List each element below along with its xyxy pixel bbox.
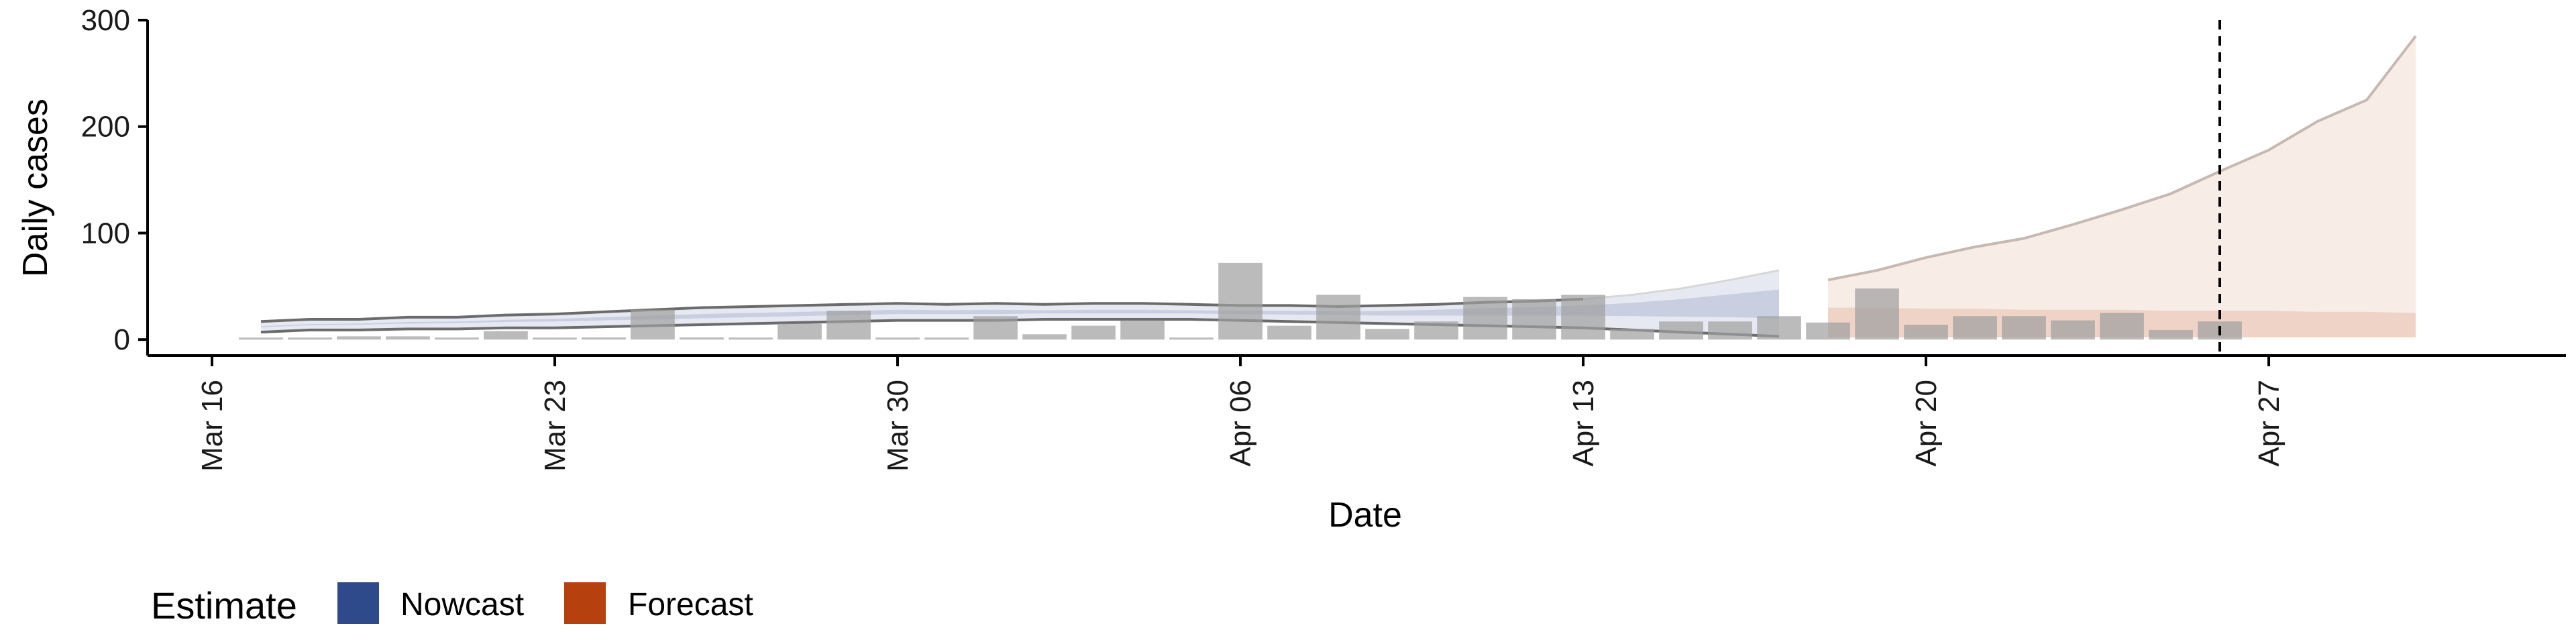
bar-2020-03-19: [337, 336, 381, 340]
bar-2020-04-03: [1071, 325, 1116, 340]
legend-label-nowcast: Nowcast: [400, 587, 524, 623]
y-tick-label-0: 0: [114, 323, 130, 356]
bar-2020-04-06: [1218, 262, 1263, 340]
x-tick-label-6: Apr 27: [2253, 380, 2286, 467]
nowcast-upper-line-fade: [1582, 269, 1780, 301]
forecast-band-outer: [1828, 36, 2416, 338]
bar-2020-03-17: [239, 337, 283, 340]
bar-2020-03-25: [631, 309, 675, 340]
y-tick-label-200: 200: [81, 111, 130, 144]
bar-2020-03-22: [484, 331, 528, 340]
y-tick-label-300: 300: [81, 4, 130, 37]
bar-2020-03-26: [680, 337, 724, 340]
bar-2020-04-14: [1610, 329, 1654, 340]
x-axis-title: Date: [1328, 496, 1402, 535]
x-tick-label-1: Mar 23: [539, 380, 572, 472]
bar-2020-04-08: [1316, 294, 1360, 340]
bar-2020-04-23: [2051, 320, 2095, 340]
bar-2020-03-29: [826, 311, 871, 340]
bar-2020-04-01: [973, 316, 1018, 340]
nowcast-upper-line: [260, 297, 1584, 323]
x-tick-label-3: Apr 06: [1224, 380, 1257, 467]
legend-swatch-forecast: [564, 582, 606, 624]
forecast-upper-line: [1827, 35, 2417, 282]
bar-2020-03-31: [924, 337, 969, 340]
x-tick-label-2: Mar 30: [881, 380, 914, 472]
bar-2020-04-07: [1267, 325, 1311, 340]
legend-title: Estimate: [151, 584, 297, 627]
bar-2020-04-02: [1022, 334, 1067, 340]
bar-2020-04-13: [1561, 294, 1605, 340]
legend-swatch-nowcast: [337, 582, 379, 624]
bar-2020-03-23: [533, 337, 577, 340]
bar-2020-03-30: [875, 337, 920, 340]
plot-area: 0 100 200 300 Mar 16 Mar 23 Mar 30 Apr 06 Apr 13…: [81, 4, 2566, 472]
legend-label-forecast: Forecast: [628, 587, 753, 623]
bar-2020-04-17: [1757, 316, 1801, 340]
bar-2020-04-12: [1512, 299, 1556, 340]
x-tick-label-0: Mar 16: [196, 380, 229, 472]
bar-2020-04-09: [1365, 329, 1409, 340]
bar-2020-04-05: [1169, 337, 1214, 340]
bar-2020-04-20: [1904, 325, 1948, 340]
x-tick-label-4: Apr 13: [1567, 380, 1600, 467]
bar-2020-04-11: [1463, 297, 1507, 340]
y-tick-label-100: 100: [81, 217, 130, 250]
bar-2020-04-16: [1708, 321, 1752, 340]
bar-2020-04-18: [1806, 322, 1850, 340]
bar-2020-03-20: [386, 336, 430, 340]
bar-2020-03-18: [288, 337, 332, 340]
bar-2020-04-04: [1120, 320, 1165, 340]
bar-2020-04-24: [2100, 313, 2144, 340]
bar-2020-04-22: [2002, 316, 2046, 340]
x-tick-label-5: Apr 20: [1910, 380, 1943, 467]
bar-2020-04-21: [1953, 316, 1997, 340]
bar-2020-03-24: [582, 337, 626, 340]
bar-2020-04-19: [1855, 288, 1899, 340]
bar-2020-04-10: [1414, 321, 1458, 340]
bar-2020-04-25: [2149, 329, 2193, 340]
y-axis-title: Daily cases: [16, 99, 55, 277]
bar-2020-04-15: [1659, 321, 1703, 340]
bar-2020-03-27: [729, 337, 773, 340]
bar-2020-03-28: [777, 323, 822, 340]
legend: Estimate Nowcast Forecast: [151, 582, 753, 627]
bar-2020-03-21: [435, 337, 479, 340]
